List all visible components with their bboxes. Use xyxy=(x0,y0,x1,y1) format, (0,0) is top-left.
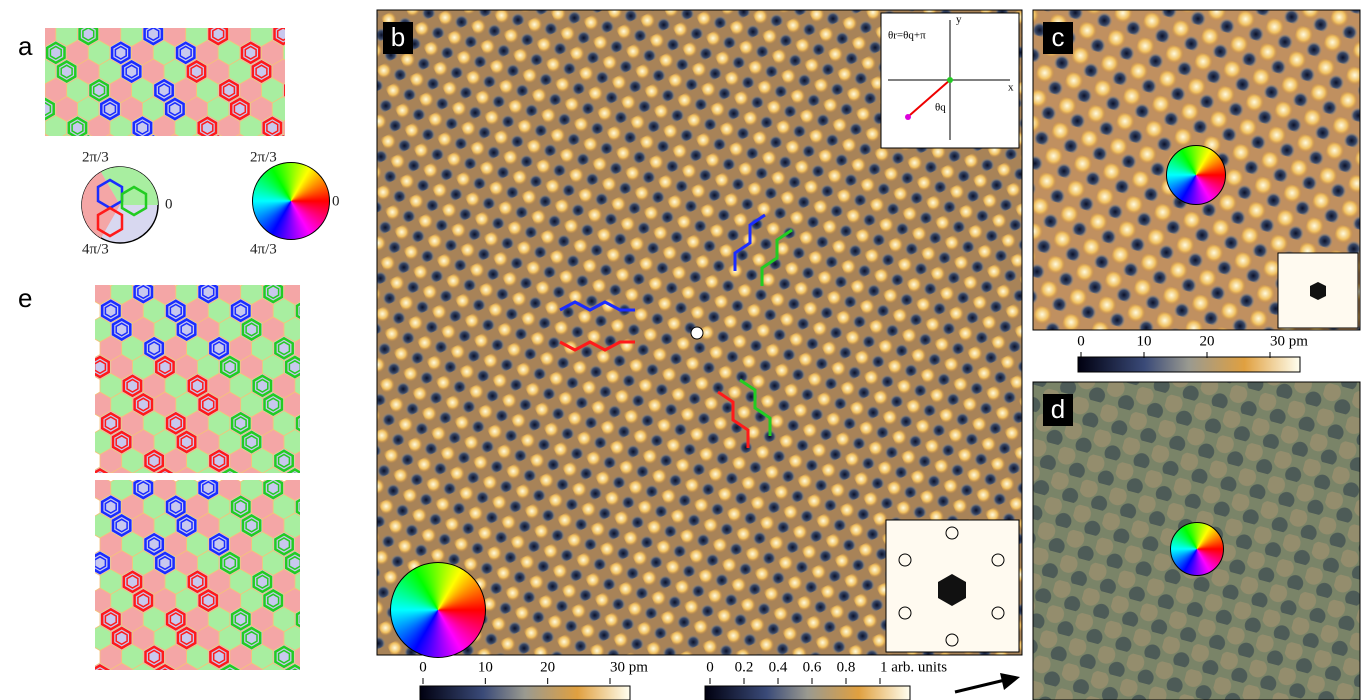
hex-ring xyxy=(285,80,302,100)
panel-label: b xyxy=(391,22,405,52)
hex-cell xyxy=(283,78,305,103)
center-marker xyxy=(691,327,703,339)
color-wheel xyxy=(1166,145,1226,205)
hex-ring xyxy=(225,669,236,682)
inset-text: θq xyxy=(935,102,946,114)
hex-ring xyxy=(289,669,300,682)
wheel-label: 4π/3 xyxy=(250,241,277,257)
inset-text: y xyxy=(956,14,962,26)
colorbar-tick-label: 10 xyxy=(478,659,493,675)
figure: θr=θq+π θq x y b 0 10 20 30 pm 0 0.2 0.4 0.6 0.8… xyxy=(0,0,1363,700)
colorbar-tick-label: 20 xyxy=(1200,333,1215,349)
colorbar xyxy=(705,686,910,700)
wheel-label: 2π/3 xyxy=(82,149,109,165)
colorbar-tick-label: 0 xyxy=(1077,333,1085,349)
hex-ring xyxy=(300,501,311,514)
hex-cell xyxy=(186,134,208,159)
hex-ring xyxy=(210,137,227,157)
inset-text: x xyxy=(1008,82,1014,94)
page: θr=θq+π θq x y b 0 10 20 30 pm 0 0.2 0.4 0.6 0.8… xyxy=(0,0,1363,700)
colorbar-tick-label: 0.4 xyxy=(769,659,788,675)
hex-ring xyxy=(145,137,162,157)
hex-lattice xyxy=(89,280,316,493)
colorbar-tick-label: 10 xyxy=(1137,333,1152,349)
colorbar-tick-label: 0 xyxy=(706,659,714,675)
panel-label: a xyxy=(18,31,33,61)
hex-cell xyxy=(283,115,305,140)
color-wheel xyxy=(252,162,330,240)
panel-label: c xyxy=(1052,22,1065,52)
hex-ring xyxy=(300,417,311,430)
hex-cell xyxy=(142,134,164,159)
colorbar-tick-label: 0.8 xyxy=(837,659,856,675)
color-wheel xyxy=(1170,522,1224,576)
panel-label: e xyxy=(18,283,32,313)
panel-label: d xyxy=(1051,394,1065,424)
hex-ring xyxy=(300,305,311,318)
arrow xyxy=(1000,673,1020,690)
colorbar-tick-label: 30 pm xyxy=(610,659,648,675)
hex-cell xyxy=(56,134,78,159)
arrow xyxy=(955,680,1005,692)
color-wheel xyxy=(390,562,486,658)
hex-lattice xyxy=(89,476,316,689)
hex-ring xyxy=(95,669,106,682)
hex-cell xyxy=(121,134,143,159)
colorbar xyxy=(420,686,630,700)
colorbar-tick-label: 0 xyxy=(419,659,427,675)
hex-cell xyxy=(283,40,305,65)
hex-cell xyxy=(164,134,186,159)
colorbar-tick-label: 30 pm xyxy=(1270,333,1308,349)
hex-ring xyxy=(160,669,171,682)
wheel-label: 0 xyxy=(332,193,340,209)
hex-ring xyxy=(278,140,289,153)
hex-lattice xyxy=(34,22,305,160)
wheel-label: 0 xyxy=(165,196,173,212)
hex-ring xyxy=(148,140,159,153)
colorbar-tick-label: 0.6 xyxy=(803,659,822,675)
colorbar xyxy=(1078,357,1300,372)
hex-ring xyxy=(213,140,224,153)
hex-ring xyxy=(300,613,311,626)
hex-cell xyxy=(229,134,251,159)
colorbar-tick-label: 1 arb. units xyxy=(880,659,947,675)
colorbar-tick-label: 0.2 xyxy=(735,659,754,675)
colorbar-tick-label: 20 xyxy=(540,659,555,675)
wheel-label: 4π/3 xyxy=(82,241,109,257)
wheel-label: 2π/3 xyxy=(250,149,277,165)
hex-ring xyxy=(289,84,300,97)
inset-text: θr=θq+π xyxy=(888,30,926,42)
hex-cell xyxy=(34,134,56,159)
hex-ring xyxy=(275,137,292,157)
hex-cell xyxy=(207,134,229,159)
